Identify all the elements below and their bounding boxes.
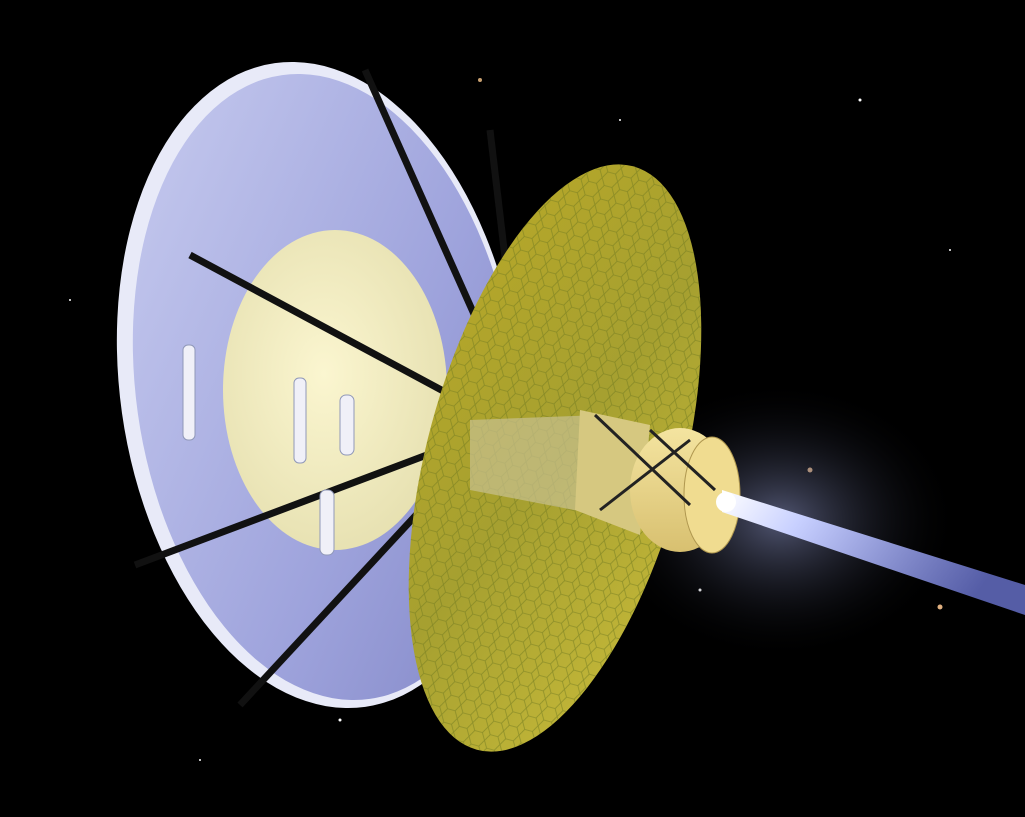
exhaust-beam bbox=[722, 490, 1025, 615]
engine-module bbox=[470, 410, 741, 554]
exhaust-core bbox=[716, 492, 736, 512]
